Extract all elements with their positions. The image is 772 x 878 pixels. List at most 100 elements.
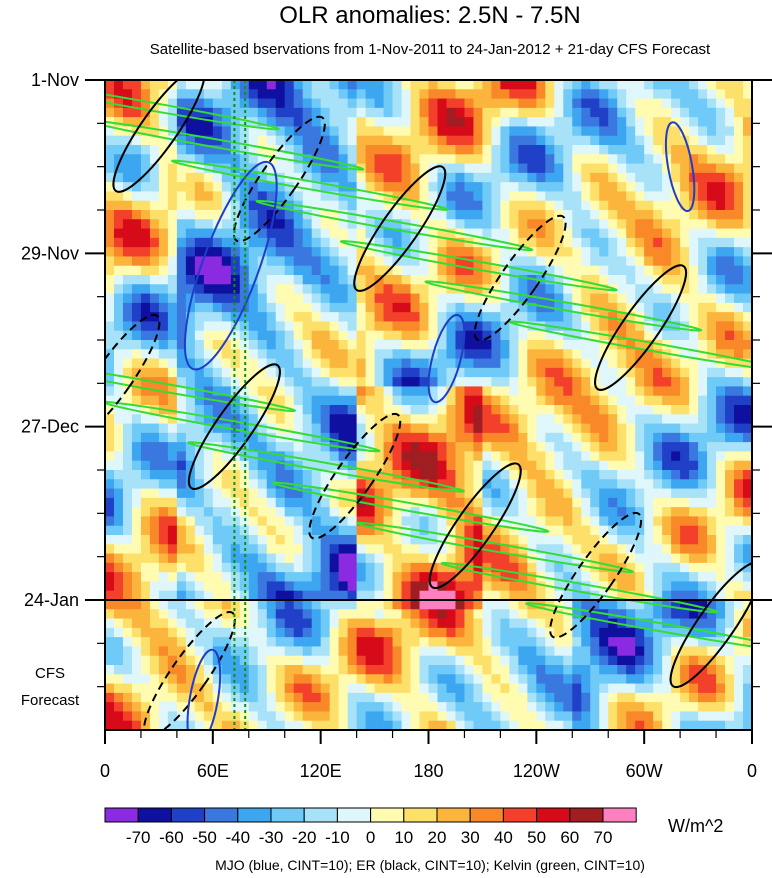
- olr-cell: [599, 135, 609, 146]
- olr-cell: [545, 516, 555, 527]
- olr-cell: [707, 293, 717, 304]
- olr-cell: [698, 516, 708, 527]
- olr-cell: [293, 562, 304, 573]
- olr-cell: [275, 655, 286, 666]
- olr-cell: [599, 581, 609, 592]
- olr-cell: [356, 330, 367, 341]
- olr-cell: [734, 265, 744, 276]
- olr-cell: [212, 646, 223, 657]
- olr-cell: [707, 256, 717, 267]
- olr-cell: [545, 460, 555, 471]
- olr-cell: [698, 423, 708, 434]
- olr-cell: [374, 182, 385, 193]
- olr-cell: [284, 163, 295, 174]
- olr-cell: [122, 117, 133, 128]
- olr-cell: [212, 442, 223, 453]
- olr-cell: [338, 80, 349, 90]
- olr-cell: [698, 405, 708, 415]
- olr-cell: [653, 293, 663, 304]
- olr-cell: [428, 460, 439, 471]
- olr-cell: [383, 535, 394, 545]
- olr-cell: [329, 182, 340, 193]
- olr-cell: [491, 479, 501, 490]
- olr-cell: [554, 470, 564, 480]
- olr-cell: [230, 460, 241, 471]
- olr-cell: [122, 553, 133, 564]
- olr-cell: [122, 98, 133, 109]
- olr-cell: [248, 720, 259, 730]
- olr-cell: [176, 89, 187, 100]
- olr-cell: [374, 191, 385, 202]
- olr-cell: [617, 655, 627, 666]
- olr-cell: [176, 692, 187, 703]
- olr-cell: [716, 692, 726, 703]
- olr-cell: [743, 182, 752, 193]
- olr-cell: [158, 191, 169, 202]
- olr-cell: [608, 497, 618, 508]
- olr-cell: [122, 340, 133, 350]
- olr-cell: [563, 265, 573, 276]
- olr-cell: [662, 683, 672, 694]
- olr-cell: [176, 535, 187, 545]
- olr-cell: [518, 442, 528, 453]
- olr-cell: [518, 553, 528, 564]
- olr-cell: [185, 145, 196, 155]
- olr-cell: [644, 432, 654, 443]
- olr-cell: [167, 377, 178, 388]
- olr-cell: [158, 163, 169, 174]
- olr-cell: [446, 191, 457, 202]
- olr-cell: [509, 665, 519, 675]
- olr-cell: [581, 349, 591, 360]
- olr-cell: [311, 275, 322, 285]
- olr-cell: [491, 89, 501, 100]
- olr-cell: [392, 154, 403, 165]
- olr-cell: [392, 135, 403, 146]
- olr-cell: [275, 609, 286, 620]
- olr-cell: [662, 646, 672, 657]
- olr-cell: [105, 432, 115, 443]
- olr-cell: [500, 535, 510, 545]
- olr-cell: [464, 525, 475, 536]
- olr-cell: [257, 423, 268, 434]
- olr-cell: [356, 609, 367, 620]
- olr-cell: [473, 637, 484, 648]
- olr-cell: [383, 80, 394, 90]
- olr-cell: [167, 172, 178, 183]
- olr-cell: [122, 284, 133, 295]
- olr-cell: [311, 386, 322, 397]
- olr-cell: [662, 423, 672, 434]
- olr-cell: [329, 80, 340, 90]
- olr-cell: [167, 572, 178, 583]
- olr-cell: [419, 191, 430, 202]
- olr-cell: [122, 674, 133, 685]
- olr-cell: [302, 683, 313, 694]
- olr-cell: [680, 451, 690, 462]
- olr-cell: [284, 395, 295, 406]
- olr-cell: [518, 637, 528, 648]
- olr-cell: [284, 247, 295, 258]
- olr-cell: [275, 544, 286, 555]
- olr-cell: [437, 590, 448, 601]
- olr-cell: [419, 618, 430, 629]
- olr-cell: [581, 553, 591, 564]
- olr-cell: [329, 692, 340, 703]
- olr-cell: [509, 98, 519, 109]
- olr-cell: [329, 135, 340, 146]
- olr-cell: [302, 256, 313, 267]
- olr-cell: [338, 107, 349, 118]
- olr-cell: [257, 479, 268, 490]
- olr-cell: [635, 98, 645, 109]
- olr-cell: [572, 312, 582, 323]
- olr-cell: [689, 145, 699, 155]
- olr-cell: [419, 172, 430, 183]
- olr-cell: [518, 627, 528, 638]
- olr-cell: [248, 191, 259, 202]
- olr-cell: [284, 358, 295, 369]
- olr-cell: [500, 377, 510, 388]
- olr-cell: [293, 302, 304, 313]
- olr-cell: [275, 646, 286, 657]
- olr-cell: [122, 172, 133, 183]
- olr-cell: [671, 535, 681, 545]
- olr-cell: [248, 200, 259, 211]
- olr-cell: [185, 525, 196, 536]
